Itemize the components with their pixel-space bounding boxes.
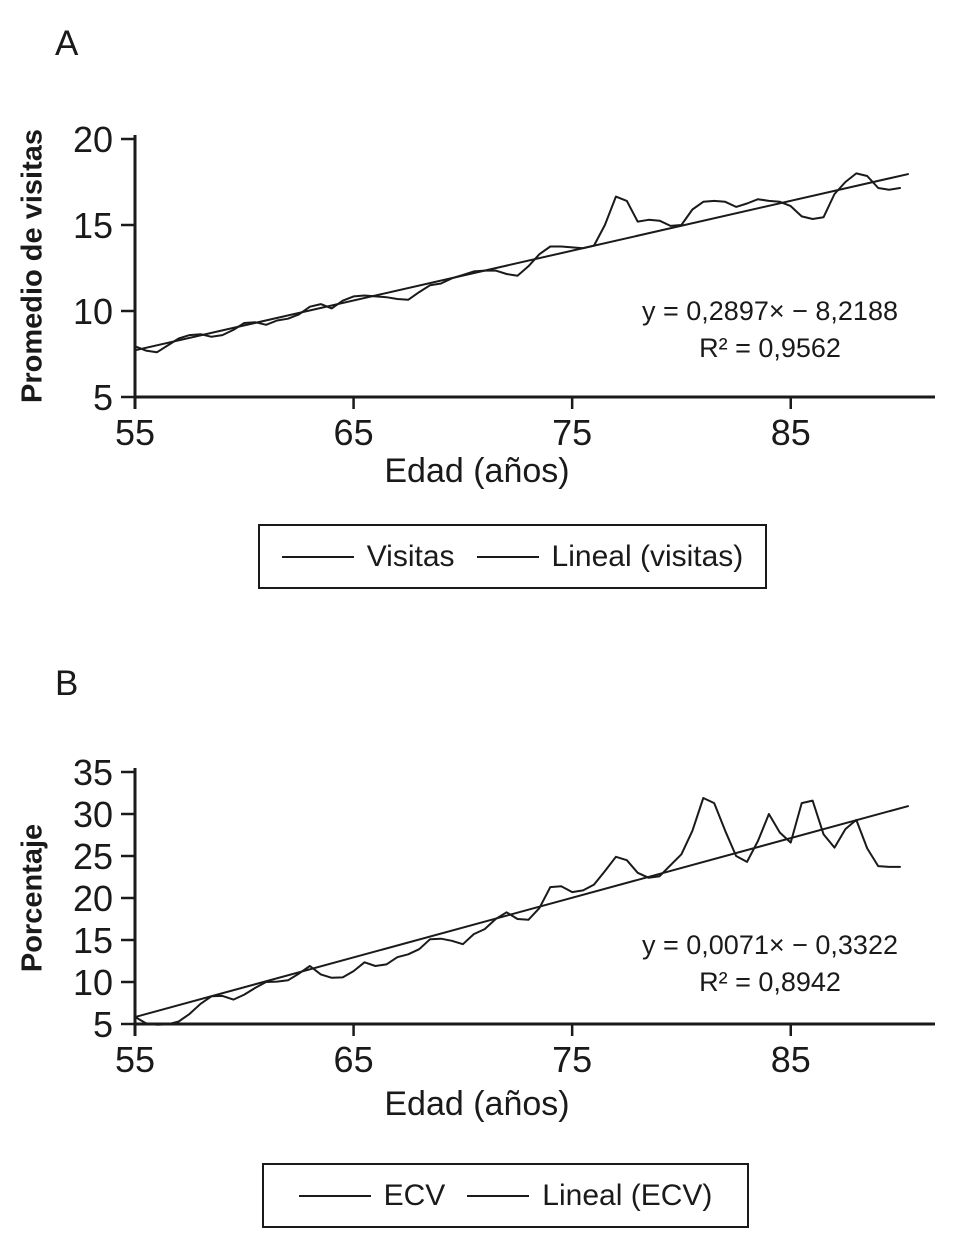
panel-b-y-axis-title: Porcentaje	[16, 823, 49, 973]
panel-a-legend: Visitas Lineal (visitas)	[258, 524, 767, 589]
panel-a-r-squared: R² = 0,9562	[699, 333, 841, 363]
trend-line-Lineal (ECV)	[134, 804, 910, 1018]
panel-b-equation: y = 0,0071× − 0,3322	[642, 930, 898, 960]
y-tick-label: 5	[93, 1004, 113, 1045]
x-tick-label: 55	[115, 1039, 155, 1080]
y-tick-label: 15	[73, 205, 113, 246]
x-tick-label: 85	[771, 412, 811, 453]
legend-label-lineal-ecv: Lineal (ECV)	[542, 1178, 713, 1212]
y-tick-label: 5	[93, 377, 113, 418]
y-tick-label: 15	[73, 920, 113, 961]
panel-a-equation-block: y = 0,2897× − 8,2188 R² = 0,9562	[588, 293, 952, 367]
y-tick-label: 20	[73, 119, 113, 160]
panel-a-x-axis-title: Edad (años)	[384, 452, 570, 490]
y-tick-label: 20	[73, 878, 113, 919]
ecv-line-sample	[298, 1194, 371, 1197]
lineal-ecv-line-sample	[467, 1194, 530, 1197]
legend-item-lineal-ecv: Lineal (ECV)	[467, 1179, 712, 1213]
trend-line-Lineal (visitas)	[134, 172, 909, 352]
data-line-Visitas	[134, 172, 901, 354]
panel-b-r-squared: R² = 0,8942	[699, 967, 841, 997]
legend-item-lineal-visitas: Lineal (visitas)	[476, 539, 744, 574]
y-tick-label: 25	[73, 836, 113, 877]
panel-a-equation: y = 0,2897× − 8,2188	[642, 296, 898, 326]
panel-a-y-axis-title: Promedio de visitas	[16, 129, 49, 403]
panel-b-label: B	[55, 664, 79, 703]
visitas-line-sample	[281, 555, 354, 558]
y-tick-label: 30	[73, 794, 113, 835]
y-tick-label: 10	[73, 291, 113, 332]
x-tick-label: 75	[552, 412, 592, 453]
lineal-visitas-line-sample	[476, 555, 539, 558]
x-tick-label: 55	[115, 412, 155, 453]
legend-item-visitas: Visitas	[281, 539, 455, 574]
legend-item-ecv: ECV	[298, 1178, 446, 1213]
x-tick-label: 75	[552, 1039, 592, 1080]
x-tick-label: 65	[334, 412, 374, 453]
x-tick-label: 85	[771, 1039, 811, 1080]
panel-a-label: A	[55, 24, 79, 63]
panel-b-x-axis-title: Edad (años)	[384, 1085, 570, 1123]
data-line-ECV	[134, 797, 901, 1026]
panel-b-legend: ECV Lineal (ECV)	[262, 1163, 749, 1228]
y-tick-label: 10	[73, 962, 113, 1003]
panel-b-equation-block: y = 0,0071× − 0,3322 R² = 0,8942	[588, 927, 952, 1001]
x-tick-label: 65	[334, 1039, 374, 1080]
legend-label-ecv: ECV	[383, 1178, 446, 1212]
legend-label-lineal-visitas: Lineal (visitas)	[551, 539, 744, 573]
y-tick-label: 35	[73, 752, 113, 793]
legend-label-visitas: Visitas	[366, 539, 455, 573]
